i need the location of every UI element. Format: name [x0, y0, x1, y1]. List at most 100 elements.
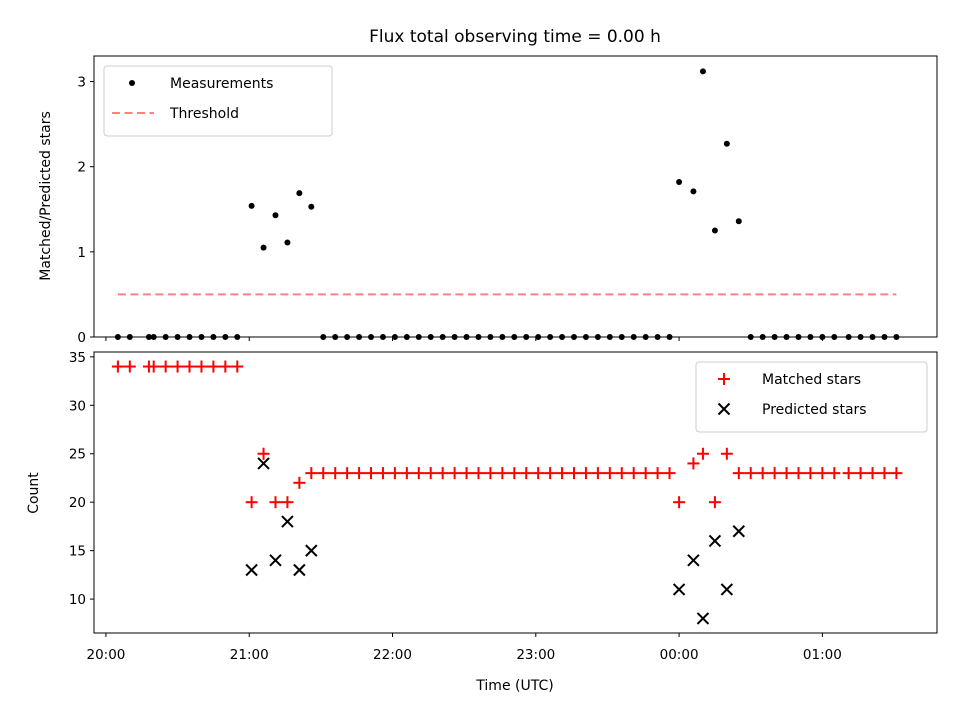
predicted-stars-point	[672, 583, 686, 596]
measurement-point	[893, 334, 900, 340]
measurement-point	[475, 334, 482, 340]
matched-stars-point	[816, 467, 829, 480]
matched-stars-point	[508, 467, 521, 480]
measurement-point	[535, 334, 542, 340]
measurement-point	[869, 334, 876, 340]
legend-box	[103, 65, 333, 137]
matched-stars-point	[111, 360, 124, 373]
matched-stars-point	[460, 467, 473, 480]
predicted-stars-point	[245, 563, 258, 577]
measurement-point	[308, 203, 315, 210]
y-tick-label: 30	[69, 398, 86, 414]
measurement-point	[723, 140, 730, 147]
measurement-point	[320, 334, 327, 340]
predicted-stars-point	[687, 554, 700, 567]
matched-stars-point	[591, 467, 604, 480]
x-axis-label: Time (UTC)	[475, 678, 553, 694]
x-tick-label: 23:00	[516, 647, 555, 663]
measurement-point	[618, 334, 625, 340]
matched-stars-point	[412, 467, 425, 480]
matched-stars-point	[388, 467, 401, 480]
legend: Measurements Threshold	[103, 65, 333, 137]
measurement-point	[747, 334, 754, 340]
matched-stars-point	[317, 467, 330, 480]
matched-stars-point	[651, 467, 664, 480]
predicted-stars-point	[720, 583, 734, 596]
measurement-point	[630, 334, 637, 340]
measurement-point	[234, 334, 241, 340]
matched-stars-point	[520, 467, 533, 480]
matched-stars-point	[365, 467, 378, 480]
matched-stars-point	[744, 467, 757, 480]
matched-stars-point	[400, 467, 413, 480]
matched-stars-point	[842, 467, 855, 480]
matched-stars-point	[341, 467, 354, 480]
matched-stars-point	[171, 360, 184, 373]
measurement-point	[379, 334, 386, 340]
y-tick-label: 0	[77, 330, 86, 346]
measurement-point	[499, 334, 506, 340]
matched-stars-point	[293, 476, 306, 489]
legend-label: Threshold	[169, 106, 239, 122]
measurement-point	[771, 334, 778, 340]
matched-stars-point	[878, 467, 891, 480]
measurement-point	[807, 334, 814, 340]
measurement-point	[463, 334, 470, 340]
matched-stars-point	[257, 447, 270, 460]
measurement-point	[356, 334, 363, 340]
measurement-point	[296, 190, 303, 197]
measurement-point	[735, 218, 742, 225]
predicted-stars-point	[696, 612, 710, 625]
matched-stars-point	[828, 467, 841, 480]
measurement-point	[427, 334, 434, 340]
matched-stars-point	[183, 360, 196, 373]
y-tick-label: 1	[77, 245, 86, 261]
matched-stars-point	[568, 467, 581, 480]
measurement-point	[642, 334, 649, 340]
measurement-point	[344, 334, 351, 340]
matched-stars-point	[147, 360, 160, 373]
measurement-point	[198, 334, 205, 340]
legend-marker-predicted	[717, 402, 731, 416]
y-tick-label: 20	[69, 495, 86, 511]
legend-box	[695, 361, 928, 433]
predicted-stars-point	[257, 457, 270, 470]
matched-stars-point	[556, 467, 569, 480]
legend-label: Measurements	[170, 76, 273, 92]
matched-stars-point	[615, 467, 628, 480]
matched-stars-point	[329, 467, 342, 480]
measurement-point	[439, 334, 446, 340]
matched-stars-point	[436, 467, 449, 480]
matched-stars-point	[195, 360, 208, 373]
measurement-point	[711, 227, 718, 234]
measurement-point	[415, 334, 422, 340]
measurement-point	[332, 334, 339, 340]
measurement-point	[759, 334, 766, 340]
matched-stars-point	[424, 467, 437, 480]
measurement-point	[676, 179, 683, 186]
x-tick-label: 21:00	[230, 647, 269, 663]
x-tick-label: 00:00	[660, 647, 699, 663]
top-panel: 0 1 2 3 Measurements Threshold	[77, 55, 938, 346]
measurement-point	[150, 334, 157, 340]
matched-stars-point	[579, 467, 592, 480]
legend-label: Matched stars	[762, 372, 861, 388]
matched-stars-point	[123, 360, 136, 373]
y-tick-label: 25	[69, 447, 86, 463]
measurement-point	[403, 334, 410, 340]
matched-stars-point	[603, 467, 616, 480]
matched-stars-point	[673, 496, 686, 509]
matched-stars-point	[269, 496, 282, 509]
matched-stars-point	[219, 360, 232, 373]
matched-stars-point	[780, 467, 793, 480]
matched-stars-point	[376, 467, 389, 480]
matched-stars-point	[804, 467, 817, 480]
measurement-point	[391, 334, 398, 340]
y-tick-label: 35	[69, 350, 86, 366]
measurement-point	[126, 334, 133, 340]
measurement-point	[881, 334, 888, 340]
predicted-stars-point	[732, 525, 745, 538]
matched-stars-point	[720, 447, 733, 460]
matched-stars-point	[866, 467, 879, 480]
